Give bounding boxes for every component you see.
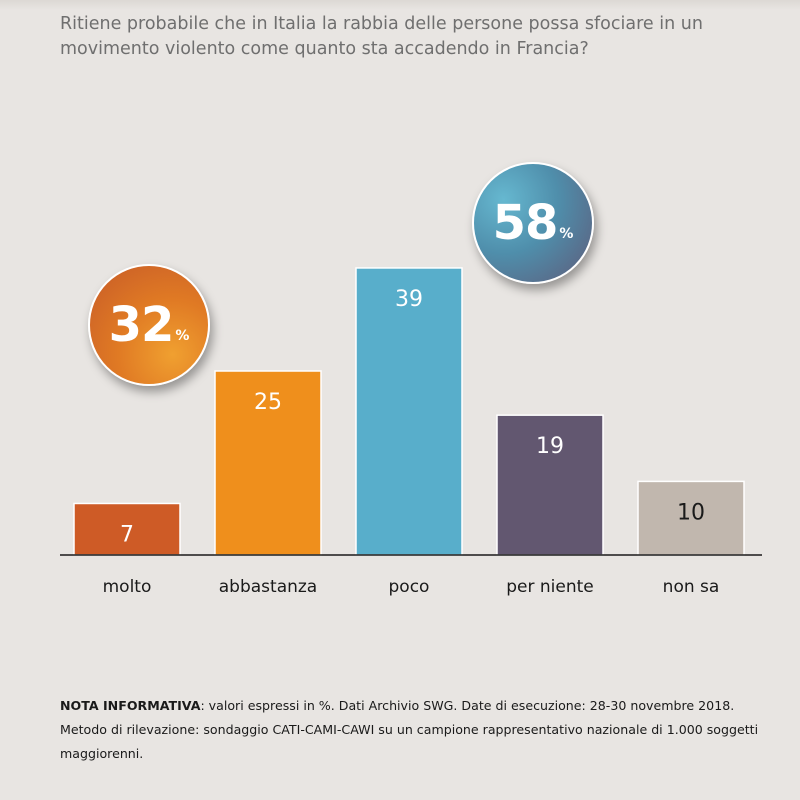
category-label: per niente <box>506 577 594 597</box>
bar-value-label: 7 <box>120 522 134 547</box>
bubble-unit: % <box>175 328 190 344</box>
bar-value-label: 19 <box>536 434 564 459</box>
category-label: abbastanza <box>219 577 317 597</box>
top-strip <box>0 0 800 10</box>
percent-bubble-negative: 58% <box>472 162 594 284</box>
bubble-value: 58 <box>492 195 559 251</box>
bar <box>637 480 745 556</box>
bar <box>355 267 463 556</box>
bubble-unit: % <box>559 226 574 242</box>
bar-group-2: 39 poco <box>355 267 463 597</box>
bar-group-0: 7 molto <box>73 502 181 597</box>
percent-bubble-positive: 32% <box>88 264 210 386</box>
category-label: poco <box>389 577 430 597</box>
footnote-text: : valori espressi in %. Dati Archivio SW… <box>60 698 759 761</box>
category-label: molto <box>103 577 152 597</box>
footnote-label: NOTA INFORMATIVA <box>60 698 201 713</box>
bar-value-label: 39 <box>395 287 423 312</box>
footnote: NOTA INFORMATIVA: valori espressi in %. … <box>60 694 780 766</box>
bar <box>73 502 181 556</box>
category-label: non sa <box>663 577 720 597</box>
bar-value-label: 25 <box>254 390 282 415</box>
bar <box>496 414 604 556</box>
question-title: Ritiene probabile che in Italia la rabbi… <box>60 14 703 59</box>
bar-value-label: 10 <box>677 500 705 525</box>
bar-group-1: 25 abbastanza <box>214 370 322 597</box>
bar-group-4: 10 non sa <box>637 480 745 597</box>
bar <box>214 370 322 556</box>
bubble-value: 32 <box>108 297 175 353</box>
bar-group-3: 19 per niente <box>496 414 604 597</box>
